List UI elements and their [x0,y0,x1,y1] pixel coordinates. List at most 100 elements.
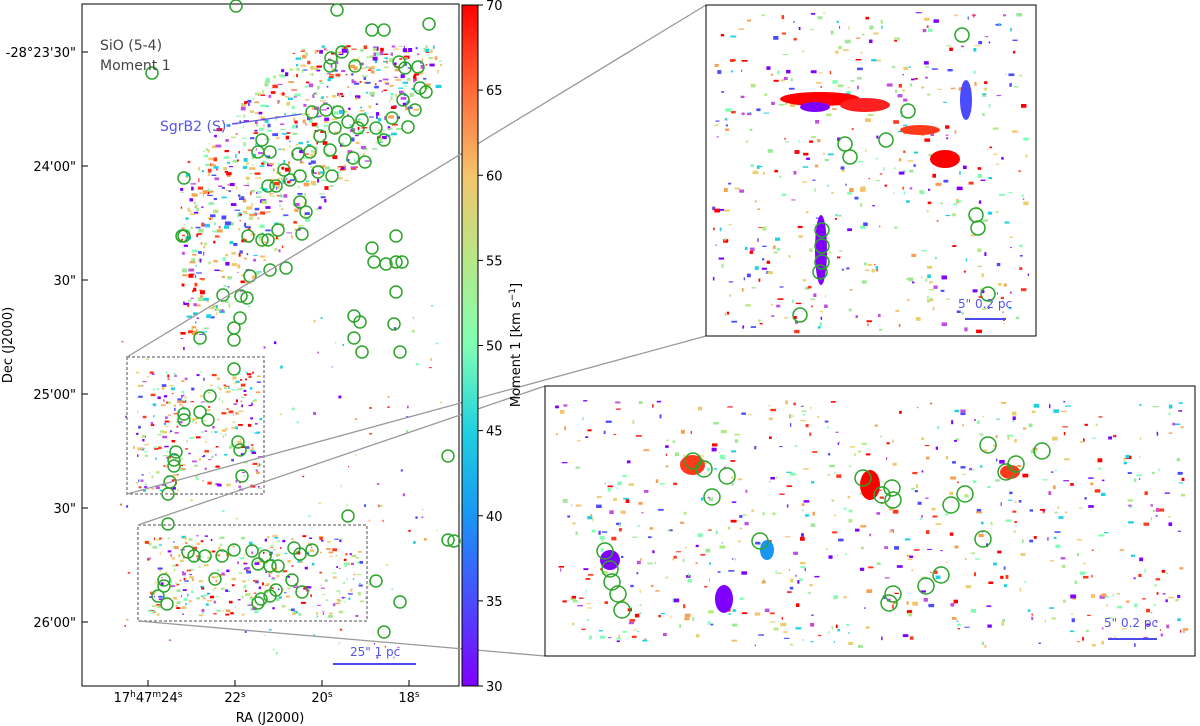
core-marker-circle [358,155,372,169]
emission-pixel [731,320,738,323]
emission-pixel [320,130,326,133]
emission-pixel [727,526,731,530]
emission-pixel [636,572,639,575]
main-emission-map [120,45,443,659]
colorbar [461,4,479,687]
emission-pixel [166,401,168,404]
emission-pixel [201,608,205,612]
emission-pixel [815,217,821,219]
emission-pixel [954,14,958,17]
emission-pixel [814,188,816,192]
emission-pixel [789,87,795,90]
emission-pixel [298,228,301,231]
emission-pixel [209,595,215,599]
emission-pixel [260,211,266,215]
emission-pixel [358,592,361,596]
emission-pixel [322,594,326,596]
emission-pixel [1005,575,1009,579]
emission-pixel [1010,27,1012,32]
emission-pixel [866,589,873,593]
emission-pixel [883,167,885,171]
emission-pixel [737,540,741,543]
emission-pixel [259,238,261,242]
emission-pixel [1155,578,1161,581]
emission-pixel [913,151,918,154]
emission-pixel [216,229,223,233]
emission-pixel [601,538,604,543]
emission-pixel [981,290,985,294]
emission-pixel [725,124,728,127]
emission-pixel [640,558,642,561]
emission-pixel [921,470,924,473]
emission-pixel [316,69,321,72]
emission-pixel [273,341,277,345]
emission-pixel [216,609,221,612]
emission-pixel [180,188,184,191]
emission-pixel [706,467,710,472]
emission-pixel [983,449,988,452]
core-marker-circle [187,549,201,563]
emission-pixel [158,446,162,450]
emission-pixel [300,50,306,52]
emission-pixel [1092,644,1096,647]
emission-pixel [407,67,411,69]
emission-pixel [211,174,217,176]
emission-pixel [182,406,184,409]
core-marker-circle [295,585,309,599]
emission-pixel [750,326,756,328]
emission-pixel [232,159,238,163]
emission-pixel [879,496,884,499]
core-marker-circle [251,557,265,571]
emission-pixel [1122,628,1127,630]
emission-pixel [194,206,197,209]
emission-pixel [254,610,259,614]
core-marker-circle [970,220,986,236]
core-marker-circle [401,120,415,134]
emission-pixel [255,213,261,215]
emission-pixel [616,640,620,643]
emission-pixel [434,56,438,60]
emission-pixel [1100,492,1106,496]
emission-pixel [354,418,358,420]
emission-pixel [251,189,255,193]
emission-pixel [1012,510,1017,513]
emission-pixel [256,465,260,467]
emission-pixel [902,74,904,76]
emission-pixel [286,132,291,134]
emission-pixel [214,269,220,271]
emission-pixel [687,573,690,577]
emission-pixel [857,77,862,80]
emission-pixel [1018,170,1021,172]
emission-pixel [968,181,974,185]
emission-pixel [1044,619,1046,623]
emission-pixel [757,165,760,169]
emission-pixel [184,541,188,544]
emission-pixel [327,79,331,82]
emission-pixel [321,179,328,181]
core-marker-circle [884,491,902,509]
emission-pixel [190,297,194,299]
emission-pixel [351,79,354,82]
emission-pixel [978,296,983,298]
emission-pixel [247,579,249,582]
emission-pixel [741,412,746,415]
emission-pixel [732,609,736,612]
emission-pixel [1160,633,1163,637]
emission-pixel [1012,39,1018,41]
emission-pixel [656,400,662,403]
emission-pixel [906,200,910,203]
emission-pixel [829,71,832,75]
emission-pixel [1053,409,1059,413]
emission-pixel [206,409,211,412]
emission-pixel [723,239,729,243]
emission-pixel [772,512,776,515]
emission-pixel [395,78,401,81]
emission-pixel [188,299,192,302]
emission-pixel [380,132,385,135]
emission-pixel [981,641,985,645]
emission-pixel [196,557,199,561]
emission-pixel [659,483,665,485]
emission-pixel [787,591,792,593]
emission-pixel [1018,500,1022,503]
core-marker-circle [325,169,339,183]
